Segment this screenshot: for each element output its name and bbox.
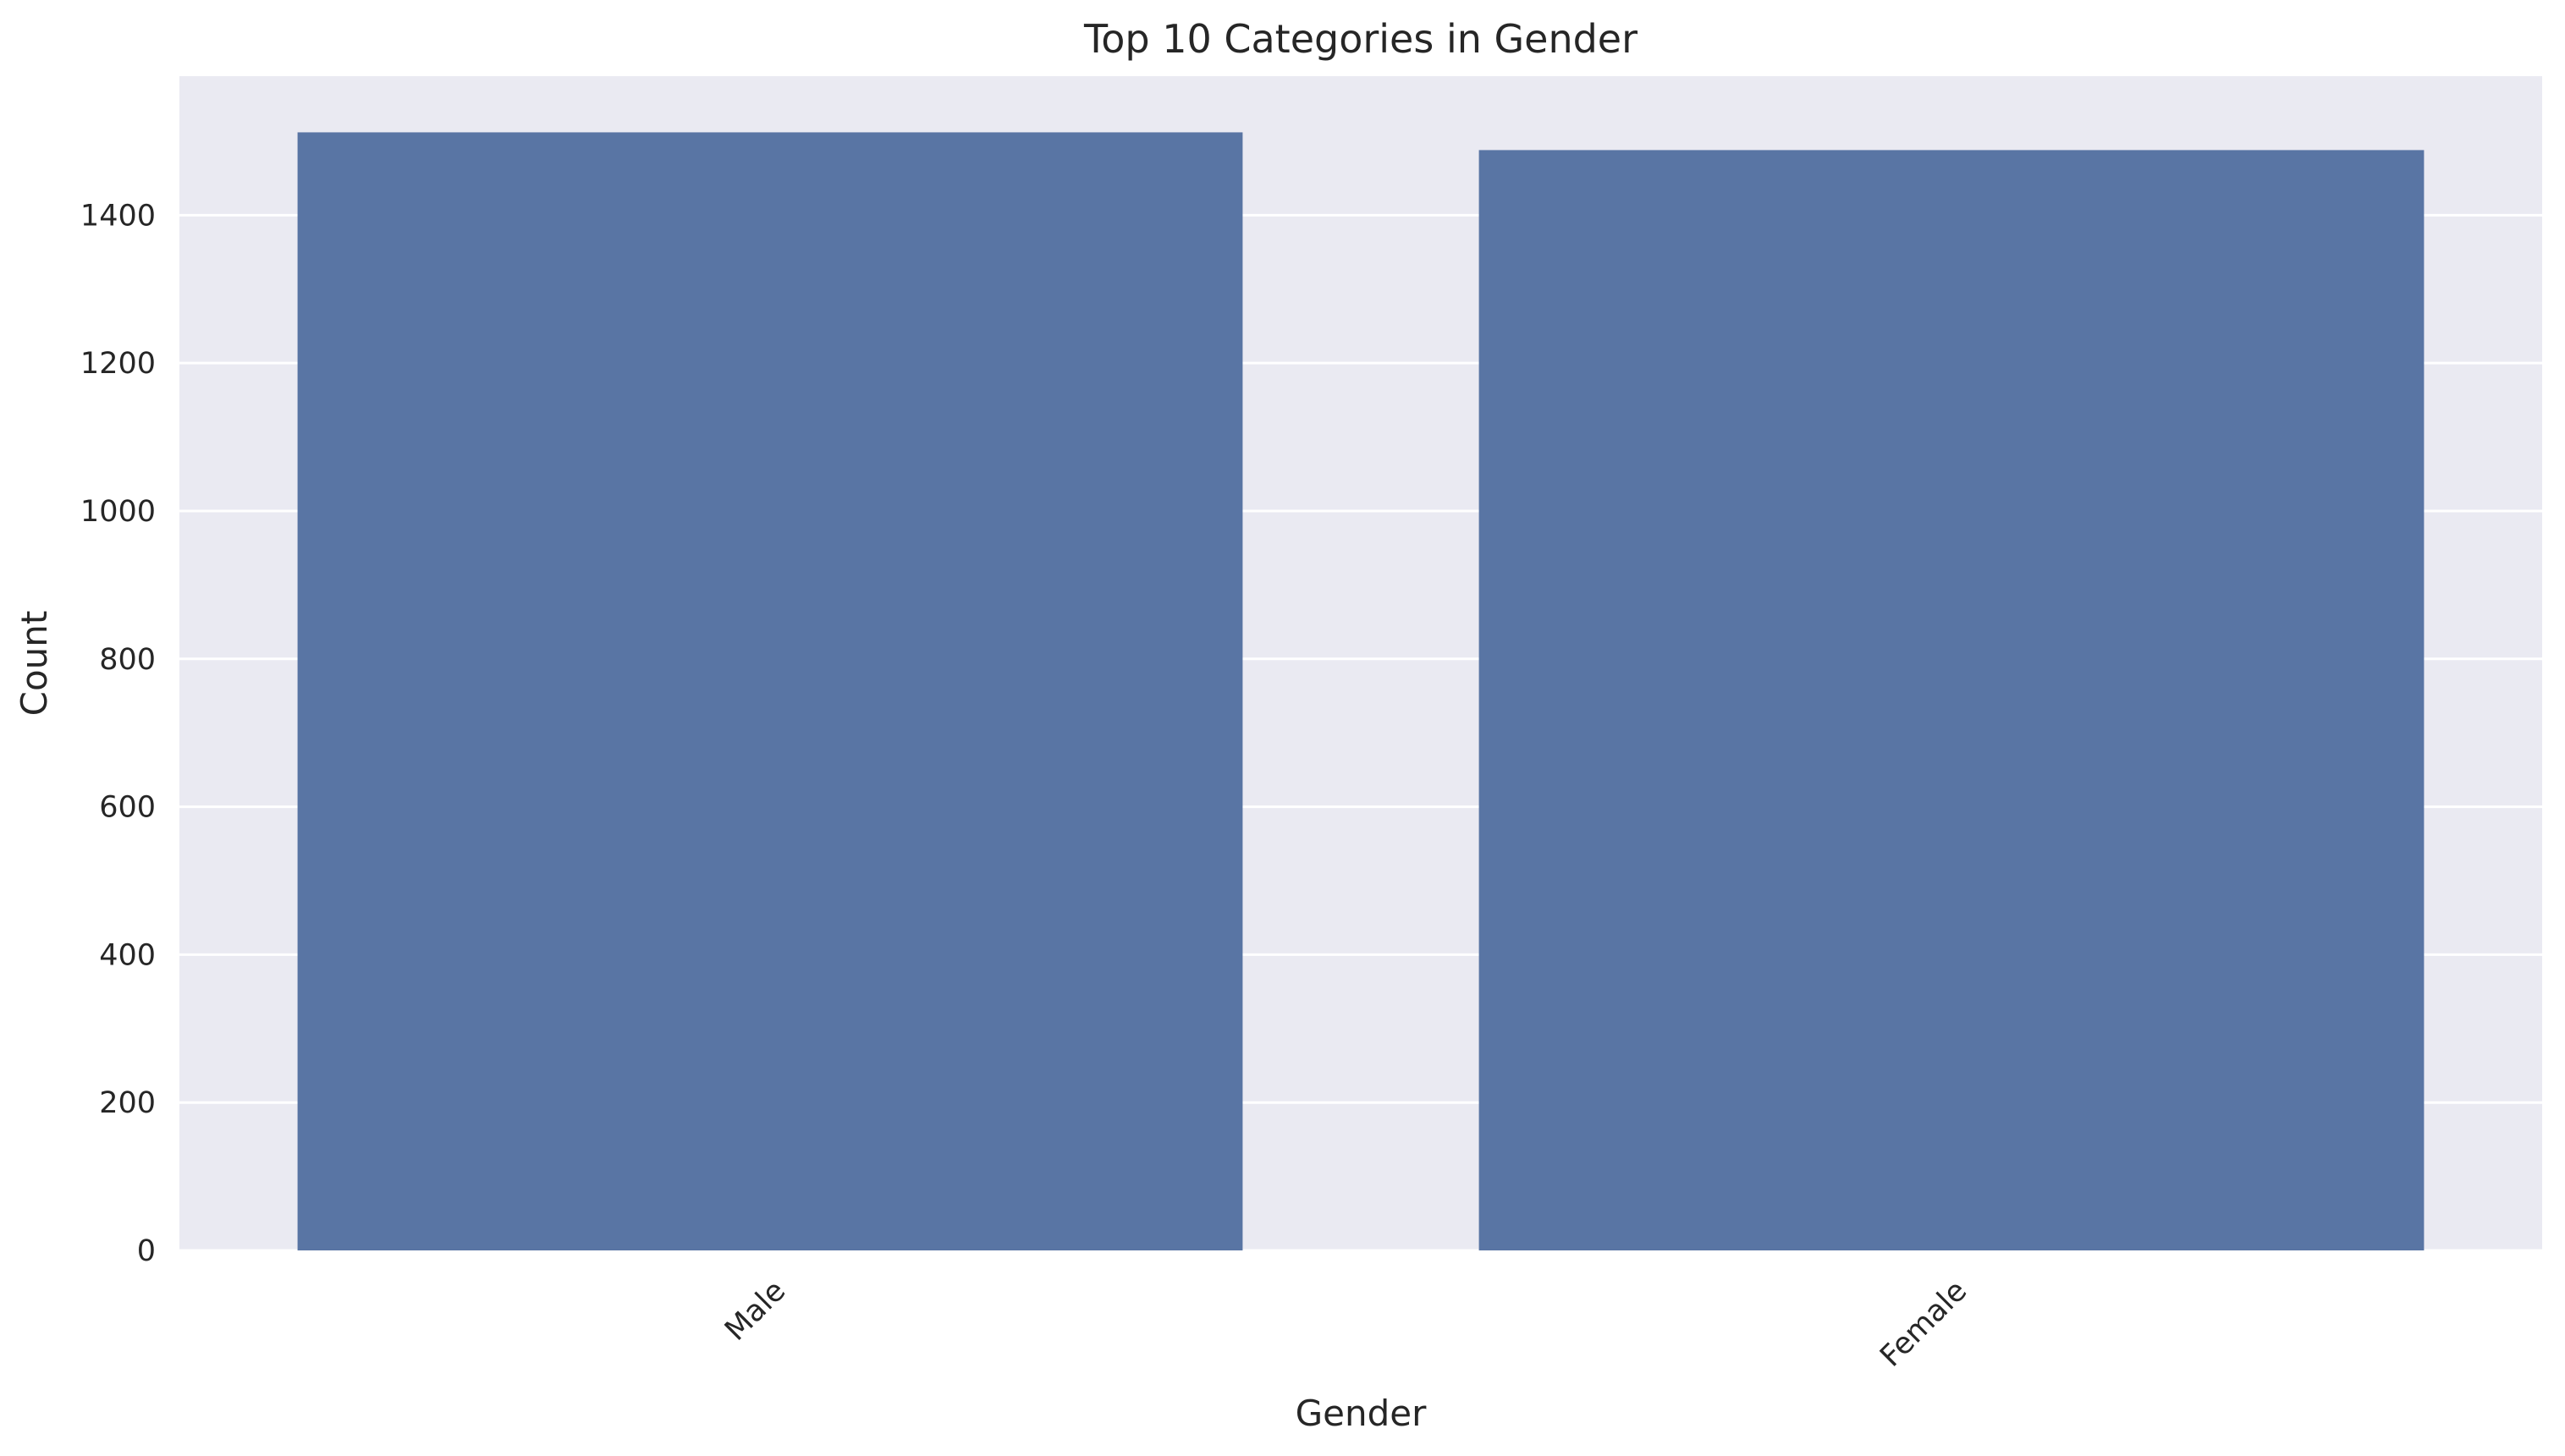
y-tick-label: 200 xyxy=(99,1086,156,1120)
y-tick-label: 400 xyxy=(99,938,156,972)
y-tick-label: 600 xyxy=(99,791,156,825)
bar-female xyxy=(1478,150,2425,1251)
x-tick-label: Male xyxy=(718,1274,792,1348)
x-axis-ticks: Male Female xyxy=(718,1274,1973,1374)
bars xyxy=(297,132,2425,1251)
y-tick-label: 1400 xyxy=(80,199,156,233)
y-tick-label: 800 xyxy=(99,643,156,677)
bar-male xyxy=(297,132,1243,1250)
y-tick-label: 1000 xyxy=(80,495,156,529)
y-axis-label: Count xyxy=(14,611,55,717)
chart-title: Top 10 Categories in Gender xyxy=(1083,16,1638,62)
y-tick-label: 0 xyxy=(137,1234,156,1268)
y-tick-label: 1200 xyxy=(80,347,156,381)
y-axis-ticks: 0 200 400 600 800 1000 1200 1400 xyxy=(80,199,156,1268)
x-tick-label: Female xyxy=(1874,1274,1973,1374)
x-axis-label: Gender xyxy=(1296,1393,1428,1434)
